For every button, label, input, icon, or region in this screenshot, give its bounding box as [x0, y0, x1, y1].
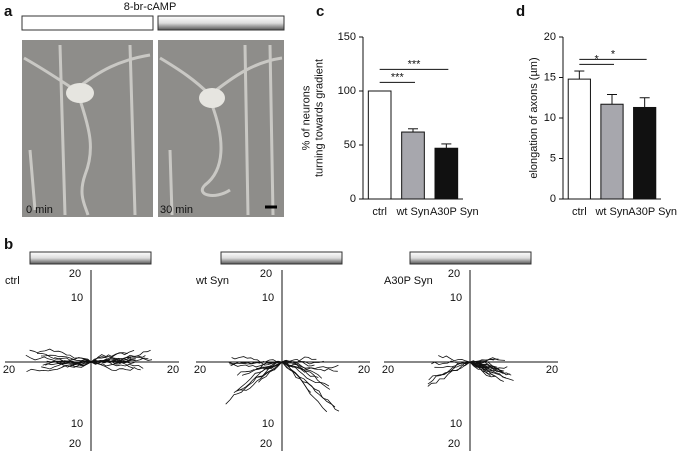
micrograph	[158, 40, 284, 217]
group-label: wt Syn	[195, 275, 229, 287]
trajectory	[281, 361, 319, 378]
trajectory	[469, 361, 506, 379]
trajectory	[469, 361, 500, 370]
significance-label: *	[611, 48, 616, 60]
trajectory	[41, 359, 92, 370]
axis-tick-label: 20	[260, 268, 272, 280]
axis-tick-label: 20	[167, 364, 179, 376]
trajectory	[227, 359, 283, 365]
significance-label: ***	[391, 71, 405, 83]
x-tick-label: wt Syn	[594, 206, 628, 218]
bar	[633, 106, 657, 200]
bar	[567, 78, 591, 200]
x-tick-label: wt Syn	[395, 206, 429, 218]
trajectory	[236, 360, 283, 376]
y-tick-label: 150	[338, 31, 356, 43]
axis-tick-label: 20	[448, 268, 460, 280]
axis-tick-label: 20	[69, 268, 81, 280]
y-tick-label: 50	[344, 139, 356, 151]
axis-tick-label: 20	[546, 364, 558, 376]
trajectory	[469, 361, 504, 374]
group-label: A30P Syn	[384, 275, 433, 287]
gradient-bar	[409, 251, 532, 265]
group-label: ctrl	[5, 275, 20, 287]
y-tick-label: 15	[544, 71, 556, 83]
trajectory	[469, 358, 499, 364]
y-tick-label: 10	[544, 112, 556, 124]
trajectory	[57, 361, 92, 368]
x-tick-label: ctrl	[372, 206, 387, 218]
trajectory	[281, 360, 315, 367]
panel-label: c	[316, 3, 324, 20]
trajectory	[258, 361, 283, 383]
gradient-bar	[21, 15, 154, 31]
trajectory	[442, 361, 471, 376]
micrograph	[22, 40, 153, 217]
trajectory	[90, 352, 128, 363]
axis-tick-label: 10	[71, 292, 83, 304]
gradient-bar	[29, 251, 152, 265]
bar	[401, 131, 425, 200]
bar	[600, 103, 624, 200]
bar	[434, 147, 459, 200]
trajectory	[29, 348, 92, 363]
trajectory	[237, 361, 283, 391]
y-axis-label: turning towards gradient	[313, 59, 325, 177]
time-label: 30 min	[160, 204, 193, 216]
panel-label: a	[4, 3, 13, 20]
trajectory	[42, 360, 92, 366]
axis-tick-label: 20	[358, 364, 370, 376]
time-label: 0 min	[26, 204, 53, 216]
axis-tick-label: 10	[450, 292, 462, 304]
axis-tick-label: 20	[69, 438, 81, 450]
axis-tick-label: 20	[260, 438, 272, 450]
panel-label: d	[516, 3, 525, 20]
trajectory	[26, 360, 92, 373]
axis-tick-label: 10	[71, 418, 83, 430]
axis-tick-label: 10	[262, 418, 274, 430]
trajectory	[230, 360, 283, 367]
significance-label: ***	[408, 58, 422, 70]
x-tick-label: ctrl	[572, 206, 587, 218]
trajectory	[90, 361, 141, 372]
panel-label: b	[4, 236, 13, 253]
trajectory	[281, 361, 328, 413]
trajectory	[90, 354, 153, 363]
axis-tick-label: 10	[450, 418, 462, 430]
y-tick-label: 0	[550, 193, 556, 205]
y-tick-label: 5	[550, 152, 556, 164]
trajectory	[90, 358, 136, 365]
trajectory	[90, 360, 135, 365]
trajectory	[427, 361, 471, 387]
axis-tick-label: 10	[262, 292, 274, 304]
bar	[367, 90, 392, 200]
y-axis-label: % of neurons	[300, 85, 312, 150]
x-tick-label: A30P Syn	[430, 206, 479, 218]
trajectory	[469, 361, 496, 378]
y-tick-label: 20	[544, 31, 556, 43]
y-tick-label: 100	[338, 85, 356, 97]
trajectory	[90, 361, 134, 369]
trajectory	[281, 361, 336, 408]
y-axis-label: elongation of axons (µm)	[528, 57, 540, 178]
axis-tick-label: 20	[194, 364, 206, 376]
y-tick-label: 0	[350, 193, 356, 205]
trajectory	[45, 360, 92, 366]
image-title: 8-br-cAMP	[124, 1, 177, 13]
trajectory	[231, 356, 283, 366]
trajectory	[438, 355, 471, 363]
axis-tick-label: 20	[448, 438, 460, 450]
gradient-bar	[220, 251, 343, 265]
trajectory	[281, 361, 338, 372]
x-tick-label: A30P Syn	[628, 206, 677, 218]
gradient-bar	[157, 15, 285, 31]
axis-tick-label: 20	[382, 364, 394, 376]
trajectory	[90, 359, 144, 369]
axis-tick-label: 20	[3, 364, 15, 376]
